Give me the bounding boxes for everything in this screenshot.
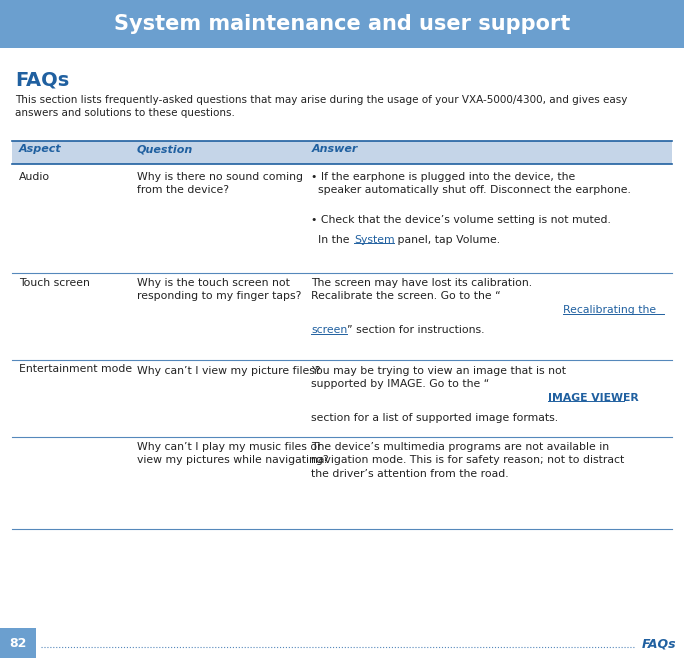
Text: Answer: Answer [311, 144, 358, 154]
Text: Why is the touch screen not
responding to my finger taps?: Why is the touch screen not responding t… [137, 278, 301, 302]
Text: Question: Question [137, 144, 193, 154]
Text: Why can’t I play my music files or
view my pictures while navigating?: Why can’t I play my music files or view … [137, 442, 328, 466]
Text: This section lists frequently-asked questions that may arise during the usage of: This section lists frequently-asked ques… [15, 95, 627, 119]
Text: FAQs: FAQs [15, 70, 69, 89]
Text: ” section for instructions.: ” section for instructions. [347, 325, 484, 335]
Text: In the: In the [311, 235, 353, 245]
Text: • Check that the device’s volume setting is not muted.: • Check that the device’s volume setting… [311, 215, 611, 225]
Text: Why is there no sound coming
from the device?: Why is there no sound coming from the de… [137, 172, 303, 195]
Text: The screen may have lost its calibration.
Recalibrate the screen. Go to the “: The screen may have lost its calibration… [311, 278, 532, 302]
Text: The device’s multimedia programs are not available in
navigation mode. This is f: The device’s multimedia programs are not… [311, 442, 624, 478]
Text: Audio: Audio [19, 172, 51, 182]
Text: System maintenance and user support: System maintenance and user support [114, 14, 570, 34]
Text: Entertainment mode: Entertainment mode [19, 364, 132, 374]
Text: Aspect: Aspect [19, 144, 62, 154]
FancyBboxPatch shape [12, 141, 672, 164]
Text: panel, tap Volume.: panel, tap Volume. [394, 235, 500, 245]
FancyBboxPatch shape [0, 0, 684, 48]
Text: • If the earphone is plugged into the device, the
  speaker automatically shut o: • If the earphone is plugged into the de… [311, 172, 631, 195]
Text: Touch screen: Touch screen [19, 278, 90, 288]
Text: IMAGE VIEWER: IMAGE VIEWER [548, 393, 639, 403]
Text: section for a list of supported image formats.: section for a list of supported image fo… [311, 413, 558, 423]
Text: Why can’t I view my picture files?: Why can’t I view my picture files? [137, 366, 320, 376]
Text: FAQs: FAQs [642, 637, 676, 651]
Text: screen: screen [311, 325, 347, 335]
FancyBboxPatch shape [0, 628, 36, 658]
Text: 82: 82 [9, 636, 27, 650]
Text: You may be trying to view an image that is not
supported by IMAGE. Go to the “: You may be trying to view an image that … [311, 366, 566, 389]
Text: Recalibrating the: Recalibrating the [563, 305, 656, 315]
Text: System: System [354, 235, 395, 245]
